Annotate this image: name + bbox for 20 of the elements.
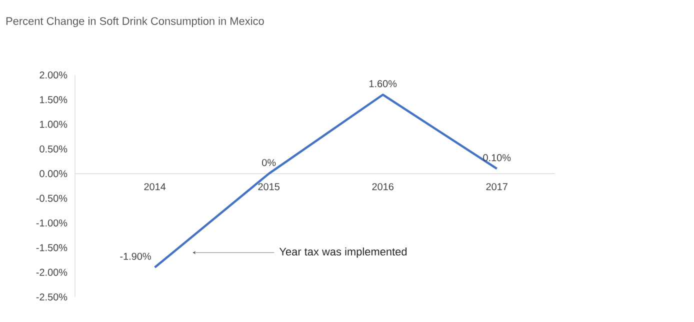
annotation: Year tax was implemented bbox=[279, 247, 407, 258]
x-tick-label: 2017 bbox=[486, 183, 508, 190]
y-tick-label: -2.00% bbox=[36, 268, 68, 276]
x-tick-label: 2014 bbox=[144, 183, 166, 190]
y-tick-label: 2.00% bbox=[40, 71, 68, 79]
data-label: -1.90% bbox=[120, 252, 151, 260]
y-tick-label: 0.50% bbox=[40, 145, 68, 153]
x-tick-label: 2016 bbox=[372, 183, 394, 190]
y-tick-label: 1.50% bbox=[40, 96, 68, 104]
y-tick-label: -1.00% bbox=[36, 219, 68, 227]
chart-title: Percent Change in Soft Drink Consumption in Mexico bbox=[6, 16, 264, 28]
data-label: 1.60% bbox=[369, 80, 397, 88]
y-tick-label: -0.50% bbox=[36, 194, 68, 202]
y-tick-label: -2.50% bbox=[36, 293, 68, 301]
y-tick-label: 1.00% bbox=[40, 120, 68, 128]
x-tick-label: 2015 bbox=[258, 183, 280, 190]
data-label: 0.10% bbox=[483, 154, 511, 162]
data-label: 0% bbox=[262, 159, 276, 166]
y-tick-label: -1.50% bbox=[36, 244, 68, 252]
y-tick-label: 0.00% bbox=[40, 170, 68, 178]
